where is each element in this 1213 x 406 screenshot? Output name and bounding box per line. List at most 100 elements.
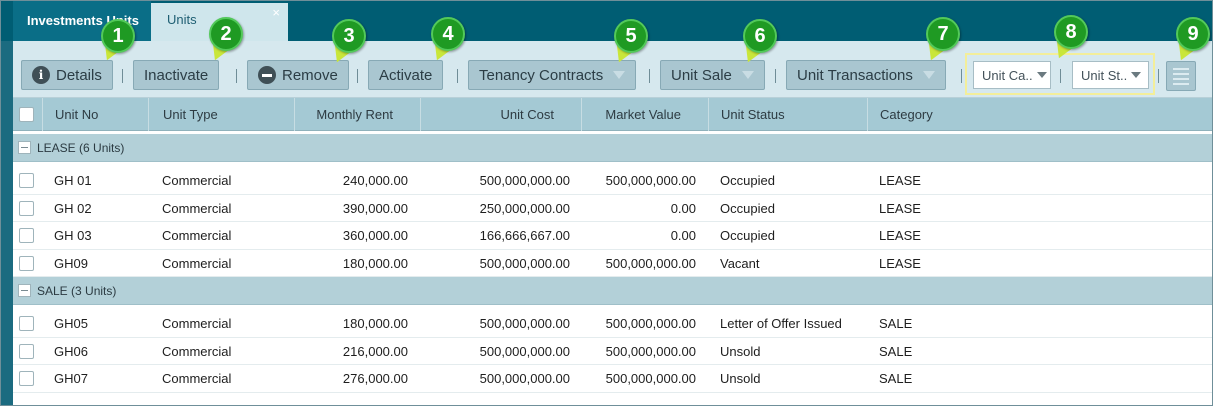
unit-transactions-label: Unit Transactions: [797, 66, 913, 84]
cell-unit-no: GH 01: [54, 173, 92, 188]
cell-category: LEASE: [879, 173, 921, 188]
column-header-market-value[interactable]: Market Value: [581, 98, 708, 131]
group-label: SALE (3 Units): [37, 283, 117, 298]
cell-unit-no: GH07: [54, 371, 88, 386]
cell-market-value: 500,000,000.00: [605, 316, 696, 331]
callout-6: 6: [743, 19, 777, 53]
hamburger-menu-icon[interactable]: [1166, 61, 1196, 91]
unit-status-label: Unit St..: [1081, 67, 1128, 83]
row-checkbox[interactable]: [19, 343, 34, 359]
callout-3: 3: [332, 19, 366, 53]
cell-unit-cost: 500,000,000.00: [479, 173, 570, 188]
cell-monthly-rent: 180,000.00: [342, 316, 408, 331]
column-header-unit-type[interactable]: Unit Type: [148, 98, 294, 131]
cell-category: SALE: [879, 343, 913, 359]
cell-category: LEASE: [879, 228, 921, 243]
group-header-lease[interactable]: LEASE (6 Units): [13, 134, 1212, 162]
toolbar-separator: [122, 69, 123, 83]
cell-unit-type: Commercial: [162, 200, 232, 216]
chevron-down-icon: [1036, 72, 1047, 78]
group-header-sale[interactable]: SALE (3 Units): [13, 277, 1212, 305]
cell-market-value: 0.00: [670, 200, 696, 216]
unit-category-filter[interactable]: Unit Ca..: [973, 61, 1051, 89]
table-row[interactable]: GH09 Commercial 180,000.00 500,000,000.0…: [13, 249, 1212, 277]
remove-label: Remove: [282, 66, 338, 84]
row-checkbox[interactable]: [19, 371, 34, 386]
cell-unit-cost: 500,000,000.00: [479, 371, 570, 386]
callout-2: 2: [209, 17, 243, 51]
inactivate-button[interactable]: Inactivate: [133, 60, 220, 90]
table-row[interactable]: GH 02 Commercial 390,000.00 250,000,000.…: [13, 194, 1212, 222]
cell-unit-cost: 166,666,667.00: [479, 228, 570, 243]
cell-unit-no: GH05: [54, 316, 88, 331]
unit-status-filter[interactable]: Unit St..: [1072, 61, 1149, 89]
chevron-down-icon: [741, 71, 754, 79]
toolbar-separator: [775, 69, 776, 83]
cell-unit-type: Commercial: [162, 316, 232, 331]
cell-unit-type: Commercial: [162, 371, 232, 386]
table-row[interactable]: GH 01 Commercial 240,000.00 500,000,000.…: [13, 167, 1212, 195]
select-all-checkbox[interactable]: [19, 107, 34, 122]
cell-market-value: 500,000,000.00: [605, 343, 696, 359]
row-checkbox[interactable]: [19, 228, 34, 243]
column-header-unit-cost[interactable]: Unit Cost: [420, 98, 581, 131]
callout-4: 4: [431, 17, 465, 51]
table-row[interactable]: GH05 Commercial 180,000.00 500,000,000.0…: [13, 310, 1212, 338]
units-grid: Unit No Unit Type Monthly Rent Unit Cost…: [13, 98, 1212, 405]
cell-market-value: 0.00: [670, 228, 696, 243]
toolbar-separator: [1060, 69, 1061, 83]
tenancy-contracts-dropdown[interactable]: Tenancy Contracts: [468, 60, 637, 90]
left-edge-bar: [1, 41, 13, 405]
activate-button[interactable]: Activate: [368, 60, 444, 90]
row-checkbox[interactable]: [19, 316, 34, 331]
callout-5: 5: [614, 19, 648, 53]
unit-transactions-dropdown[interactable]: Unit Transactions: [786, 60, 946, 90]
remove-button[interactable]: Remove: [247, 60, 349, 90]
chevron-down-icon: [1131, 72, 1142, 78]
cell-category: LEASE: [879, 200, 921, 216]
cell-unit-no: GH 02: [54, 200, 92, 216]
close-icon[interactable]: ×: [272, 5, 280, 20]
cell-unit-type: Commercial: [162, 255, 232, 271]
cell-unit-status: Occupied: [720, 173, 775, 188]
tab-strip: Investments Units Units ×: [1, 1, 1212, 41]
callout-7: 7: [926, 17, 960, 51]
toolbar-separator: [357, 69, 358, 83]
column-header-category[interactable]: Category: [867, 98, 1212, 131]
details-button[interactable]: i Details: [21, 60, 113, 90]
table-row[interactable]: GH06 Commercial 216,000.00 500,000,000.0…: [13, 337, 1212, 365]
cell-monthly-rent: 240,000.00: [342, 173, 408, 188]
filter-highlight: [965, 53, 1155, 95]
cell-monthly-rent: 390,000.00: [342, 200, 408, 216]
cell-unit-status: Letter of Offer Issued: [720, 316, 842, 331]
cell-category: LEASE: [879, 255, 921, 271]
row-checkbox[interactable]: [19, 173, 34, 188]
tenancy-contracts-label: Tenancy Contracts: [479, 66, 604, 84]
table-row[interactable]: GH07 Commercial 276,000.00 500,000,000.0…: [13, 365, 1212, 393]
cell-market-value: 500,000,000.00: [605, 173, 696, 188]
collapse-icon[interactable]: [18, 284, 31, 297]
cell-unit-no: GH 03: [54, 228, 92, 243]
cell-market-value: 500,000,000.00: [605, 255, 696, 271]
cell-unit-status: Unsold: [720, 343, 761, 359]
unit-sale-dropdown[interactable]: Unit Sale: [660, 60, 765, 90]
collapse-icon[interactable]: [18, 141, 31, 154]
toolbar-separator: [1158, 69, 1159, 83]
cell-unit-status: Unsold: [720, 371, 761, 386]
column-header-unit-no[interactable]: Unit No: [42, 98, 148, 131]
activate-label: Activate: [379, 66, 433, 84]
cell-unit-status: Vacant: [720, 255, 760, 271]
row-checkbox[interactable]: [19, 255, 34, 271]
row-checkbox[interactable]: [19, 200, 34, 216]
toolbar-separator: [649, 69, 650, 83]
column-header-monthly-rent[interactable]: Monthly Rent: [294, 98, 420, 131]
callout-1: 1: [101, 19, 135, 53]
table-row[interactable]: GH 03 Commercial 360,000.00 166,666,667.…: [13, 222, 1212, 250]
cell-unit-type: Commercial: [162, 343, 232, 359]
cell-unit-status: Occupied: [720, 228, 775, 243]
column-header-unit-status[interactable]: Unit Status: [708, 98, 867, 131]
toolbar-separator: [961, 69, 962, 83]
toolbar-separator: [457, 69, 458, 83]
cell-category: SALE: [879, 371, 913, 386]
